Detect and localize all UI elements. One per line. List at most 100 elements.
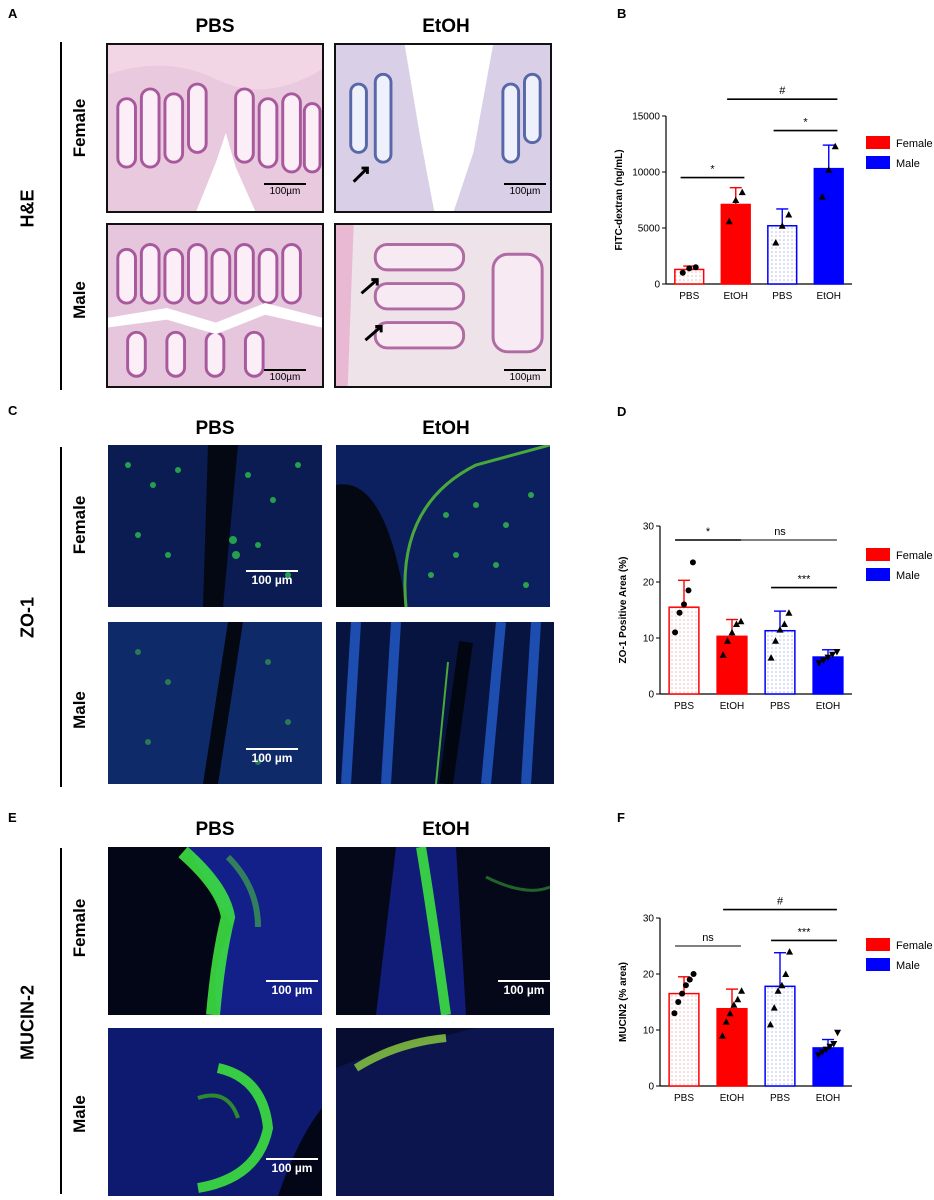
fluorescence-tissue (108, 1028, 322, 1196)
data-point (737, 617, 745, 625)
scalebar-e-female-pbs: 100 µm (266, 980, 318, 997)
bar (716, 1007, 748, 1087)
x-tick-label: EtOH (720, 701, 744, 712)
significance-label: * (706, 526, 711, 538)
data-point (724, 637, 732, 644)
legend-swatch (866, 568, 890, 581)
significance-label: ns (774, 526, 786, 538)
x-tick-label: PBS (679, 291, 699, 302)
scalebar-c-male-pbs: 100 µm (246, 748, 298, 765)
data-point (824, 654, 832, 662)
data-point (833, 649, 841, 656)
panel-label-e: E (8, 810, 17, 825)
data-point (814, 1052, 822, 1059)
data-point (828, 651, 836, 659)
data-point (774, 987, 782, 994)
stain-label-zo1: ZO-1 (17, 597, 38, 639)
x-tick-label: EtOH (724, 291, 748, 302)
panel-label-b: B (617, 6, 627, 21)
scalebar-e-male-pbs: 100 µm (266, 1158, 318, 1175)
bar (764, 629, 796, 695)
zo1-image-male-pbs (108, 622, 322, 784)
data-point (772, 637, 780, 644)
data-point (686, 976, 693, 983)
legend-swatch (866, 156, 890, 169)
scalebar-e-female-etoh: 100 µm (498, 980, 550, 997)
fluorescence-tissue (336, 622, 554, 784)
row-header-female-a: Female (70, 98, 89, 158)
data-point (730, 1001, 738, 1008)
he-tissue (336, 225, 550, 386)
data-point (818, 193, 826, 200)
legend-label: Male (896, 960, 920, 972)
data-point (782, 970, 790, 977)
fluorescence-tissue (336, 847, 550, 1015)
mucin2-image-female-etoh (336, 847, 550, 1015)
col-header-pbs-c: PBS (195, 418, 235, 439)
data-point (689, 559, 696, 566)
scalebar-a-male-etoh: 100µm (504, 369, 546, 383)
scalebar-a-female-etoh: 100µm (504, 183, 546, 197)
panel-label-f: F (617, 810, 625, 825)
x-tick-label: PBS (674, 1093, 694, 1104)
panel-c-divider (60, 447, 62, 787)
chart-d: 0 10 20 30 ZO-1 Positive Area (%) PBS EtOH PBS E… (610, 490, 933, 730)
fluorescence-tissue (336, 445, 550, 607)
y-tick-label: 0 (654, 280, 660, 291)
legend-label: Male (896, 570, 920, 582)
significance-label: # (779, 85, 786, 97)
y-tick-label: 5000 (638, 224, 661, 235)
x-tick-label: PBS (770, 701, 790, 712)
y-tick-label: 10000 (632, 168, 660, 179)
legend-label: Male (896, 158, 920, 170)
fluorescence-tissue (108, 622, 322, 784)
legend-swatch (866, 938, 890, 951)
data-point (675, 999, 682, 1005)
bar (668, 992, 700, 1087)
data-point (685, 587, 692, 594)
data-point (719, 651, 727, 658)
data-point (786, 948, 794, 955)
data-point (772, 239, 780, 246)
bar (764, 985, 796, 1087)
y-tick-label: 0 (648, 1082, 654, 1093)
data-point (672, 629, 679, 636)
data-point (679, 990, 686, 997)
y-tick-label: 10 (643, 634, 655, 645)
panel-label-c: C (8, 403, 18, 418)
row-header-male-a: Male (70, 281, 89, 319)
data-point (825, 166, 833, 173)
scalebar-a-male-pbs: 100µm (264, 369, 306, 383)
x-tick-label: PBS (772, 291, 792, 302)
y-axis-label: MUCIN2 (% area) (618, 962, 629, 1042)
y-tick-label: 10 (643, 1026, 655, 1037)
y-tick-label: 20 (643, 578, 655, 589)
mucin2-image-female-pbs (108, 847, 322, 1015)
significance-label: *** (798, 926, 812, 938)
he-image-female-pbs (106, 43, 324, 213)
data-point (681, 601, 687, 608)
significance-label: * (710, 164, 715, 176)
data-point (718, 1032, 726, 1039)
y-axis-label: FITC-dextran (ng/mL) (614, 149, 625, 250)
col-header-pbs-a: PBS (195, 16, 235, 37)
data-point (834, 1029, 842, 1037)
data-point (785, 211, 793, 218)
bar (668, 606, 700, 695)
zo1-image-male-etoh (336, 622, 554, 784)
stain-label-mucin2: MUCIN-2 (17, 985, 38, 1060)
fluorescence-tissue (108, 847, 322, 1015)
zo1-image-female-pbs (108, 445, 322, 607)
zo1-image-female-etoh (336, 445, 550, 607)
data-point (679, 269, 686, 276)
fluorescence-tissue (336, 1028, 554, 1196)
fluorescence-tissue (108, 445, 322, 607)
significance-label: # (777, 896, 784, 908)
row-header-female-c: Female (70, 495, 89, 555)
chart-svg: 0 5000 10000 15000 FITC-dextran (ng/mL) PBS Et… (614, 85, 933, 302)
data-point (778, 981, 786, 989)
y-tick-label: 30 (643, 914, 655, 925)
data-point (826, 1043, 834, 1051)
data-point (818, 1049, 826, 1056)
y-axis-label: ZO-1 Positive Area (%) (618, 557, 629, 664)
